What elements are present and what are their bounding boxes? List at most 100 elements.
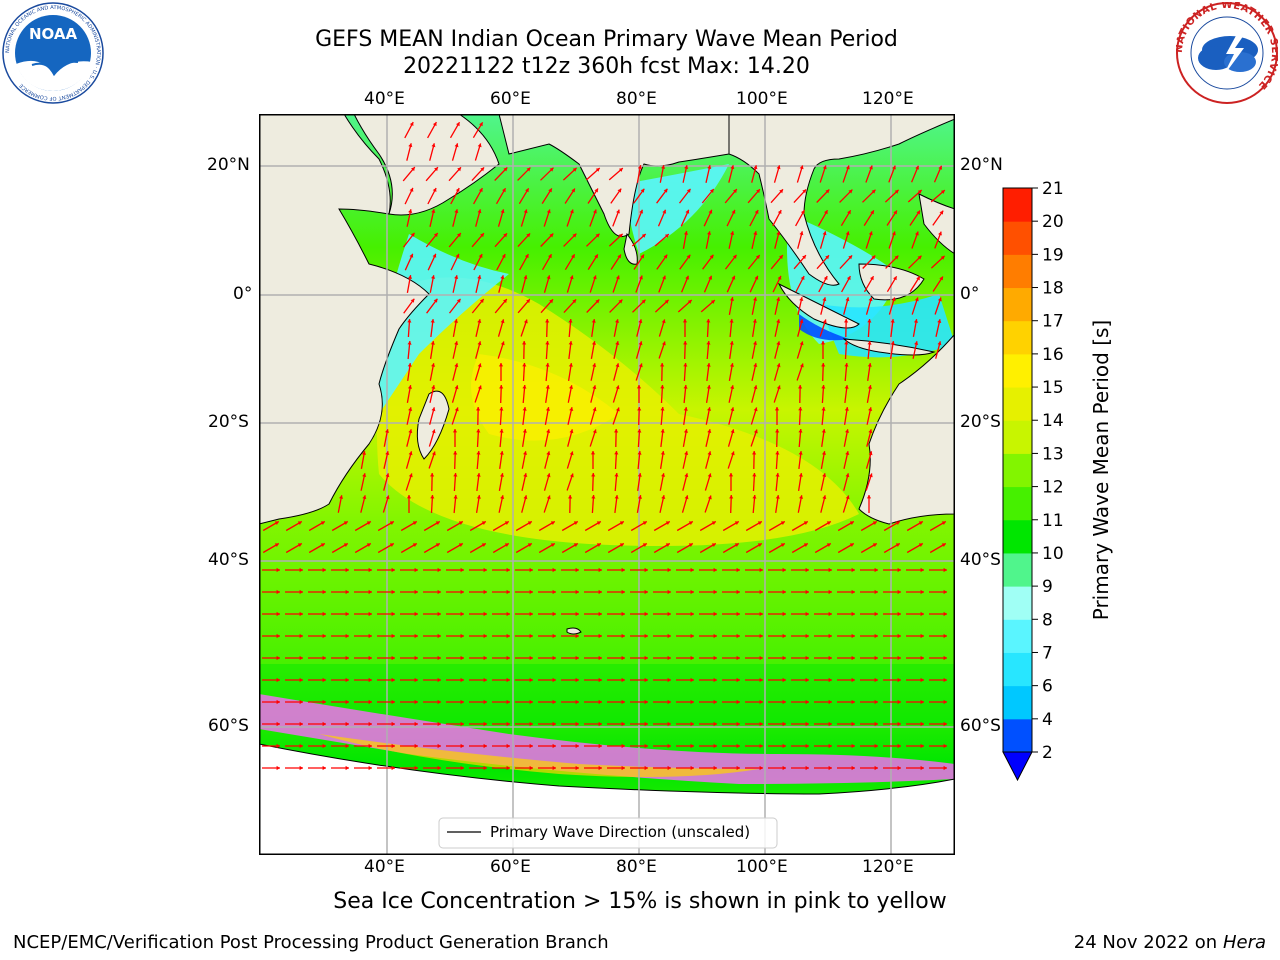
footer-branch: NCEP/EMC/Verification Post Processing Pr… bbox=[13, 932, 609, 953]
wave-arrow-head bbox=[729, 363, 734, 367]
wave-arrow-head bbox=[754, 210, 759, 214]
wave-arrow-head bbox=[894, 255, 899, 260]
colorbar-bin bbox=[1003, 254, 1032, 289]
wave-arrow-head bbox=[545, 407, 550, 411]
wave-arrow-head bbox=[918, 521, 923, 525]
wave-arrow-head bbox=[621, 567, 625, 573]
wave-arrow-head bbox=[713, 765, 717, 771]
wave-arrow-head bbox=[595, 168, 600, 172]
wave-arrow-head bbox=[434, 167, 438, 172]
wave-arrow-head bbox=[661, 473, 666, 477]
wave-arrow-head bbox=[943, 743, 947, 749]
wave-arrow-head bbox=[661, 165, 666, 169]
wave-arrow-head bbox=[844, 319, 849, 323]
wave-arrow-head bbox=[615, 363, 620, 368]
wave-arrow-head bbox=[851, 721, 855, 727]
wave-arrow-head bbox=[644, 611, 648, 617]
wave-arrow-head bbox=[637, 407, 642, 411]
wave-arrow-head bbox=[713, 589, 717, 595]
wave-arrow-head bbox=[799, 319, 804, 324]
wave-arrow-head bbox=[345, 677, 349, 683]
wave-arrow-head bbox=[500, 209, 505, 214]
wave-arrow-head bbox=[572, 233, 577, 238]
wave-arrow-head bbox=[640, 254, 644, 259]
lat-label-left-20n: 20°N bbox=[207, 155, 250, 175]
wave-arrow-head bbox=[455, 253, 460, 258]
wave-arrow-head bbox=[662, 209, 667, 214]
wave-arrow-head bbox=[759, 743, 763, 749]
wave-arrow-head bbox=[460, 699, 464, 705]
wave-arrow-head bbox=[897, 633, 901, 639]
wave-arrow-head bbox=[683, 363, 688, 367]
lat-label-left-60s: 60°S bbox=[208, 716, 249, 736]
wave-arrow-head bbox=[914, 297, 919, 302]
wave-arrow-head bbox=[499, 429, 504, 433]
wave-arrow-head bbox=[848, 189, 853, 194]
noaa-logo-text: NOAA bbox=[29, 25, 78, 43]
wave-arrow-head bbox=[345, 567, 349, 573]
wave-arrow-head bbox=[552, 589, 556, 595]
wave-arrow-head bbox=[897, 743, 901, 749]
wave-arrow-head bbox=[709, 254, 714, 259]
wave-arrow-head bbox=[943, 765, 947, 771]
wave-arrow-head bbox=[550, 543, 555, 547]
wave-arrow-head bbox=[874, 721, 878, 727]
wave-arrow-head bbox=[867, 363, 872, 367]
wave-arrow-head bbox=[500, 319, 505, 324]
wave-arrow-head bbox=[410, 298, 415, 303]
wave-arrow-head bbox=[639, 209, 643, 214]
colorbar-tick-label: 20 bbox=[1042, 212, 1064, 232]
wave-arrow-head bbox=[506, 567, 510, 573]
wave-arrow-head bbox=[524, 254, 529, 259]
wave-arrow-head bbox=[937, 341, 942, 346]
wave-arrow-head bbox=[431, 407, 436, 412]
wave-arrow-head bbox=[476, 495, 481, 499]
map-frame bbox=[259, 114, 955, 855]
wave-arrow-head bbox=[729, 341, 734, 345]
wave-arrow-head bbox=[686, 254, 691, 259]
wave-arrow-head bbox=[407, 385, 412, 389]
wave-arrow-head bbox=[569, 209, 574, 214]
colorbar-tick-label: 16 bbox=[1042, 345, 1064, 365]
wave-arrow-head bbox=[322, 721, 326, 727]
wave-arrow-head bbox=[409, 122, 414, 126]
wave-arrow-head bbox=[276, 655, 280, 661]
wave-arrow-head bbox=[776, 297, 781, 301]
wave-arrow-head bbox=[943, 567, 947, 573]
wave-arrow-head bbox=[823, 276, 828, 280]
wave-arrow-head bbox=[730, 407, 735, 412]
wave-arrow-head bbox=[573, 543, 578, 547]
wave-arrow-head bbox=[734, 521, 739, 525]
wave-arrow-head bbox=[920, 655, 924, 661]
wave-arrow-head bbox=[414, 589, 418, 595]
wave-arrow-head bbox=[573, 521, 578, 525]
wave-arrow-head bbox=[667, 567, 671, 573]
wave-arrow-head bbox=[731, 209, 736, 214]
colorbar-bin bbox=[1003, 718, 1032, 753]
wave-arrow-head bbox=[460, 633, 464, 639]
wave-arrow-head bbox=[391, 567, 395, 573]
wave-arrow-head bbox=[368, 611, 372, 617]
wave-arrow-head bbox=[546, 209, 551, 214]
wave-arrow-head bbox=[736, 699, 740, 705]
wave-arrow-head bbox=[618, 168, 623, 172]
wave-arrow-head bbox=[483, 611, 487, 617]
wave-arrow-head bbox=[477, 209, 482, 214]
wave-arrow-head bbox=[828, 677, 832, 683]
wave-arrow-head bbox=[710, 300, 715, 304]
wave-arrow-head bbox=[523, 473, 528, 477]
wave-arrow-head bbox=[453, 473, 458, 477]
wave-arrow-head bbox=[276, 743, 280, 749]
wave-arrow-head bbox=[849, 543, 854, 547]
wave-arrow-head bbox=[546, 495, 551, 500]
wave-arrow-head bbox=[454, 143, 459, 148]
wave-arrow-head bbox=[529, 589, 533, 595]
wave-arrow-head bbox=[920, 611, 924, 617]
wave-arrow-head bbox=[851, 611, 855, 617]
wave-arrow-head bbox=[368, 677, 372, 683]
wave-arrow-head bbox=[529, 721, 533, 727]
lon-label-bottom-60e: 60°E bbox=[490, 857, 531, 877]
wave-arrow-head bbox=[414, 633, 418, 639]
wave-arrow-head bbox=[460, 743, 464, 749]
colorbar-bin bbox=[1003, 685, 1032, 720]
